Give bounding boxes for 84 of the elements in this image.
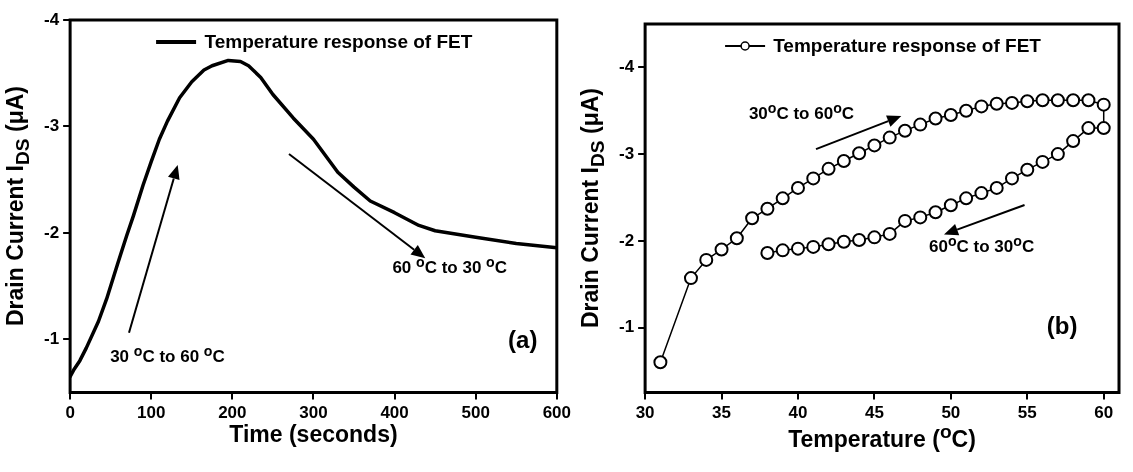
point — [790, 180, 805, 195]
point — [867, 138, 882, 153]
point — [1020, 94, 1035, 109]
annotation: 30$^{o}$C to 60$^{o}$C — [748, 100, 855, 125]
point — [974, 186, 989, 201]
point — [897, 123, 912, 138]
point — [790, 241, 805, 256]
x-tick-label: 200 — [218, 403, 247, 423]
legend-label: Temperature response of FET — [204, 31, 473, 54]
point — [760, 245, 775, 260]
x-axis-title: Temperature ($^{o}$C) — [787, 420, 977, 453]
x-tick-label: 60 — [1094, 403, 1114, 423]
point — [745, 211, 760, 226]
point — [1066, 93, 1081, 108]
point — [683, 271, 698, 286]
point — [775, 243, 790, 258]
point — [1066, 134, 1081, 149]
point — [699, 252, 714, 267]
annotation: (b) — [1046, 312, 1078, 341]
point — [1035, 154, 1050, 169]
point — [760, 201, 775, 216]
y-tick-label: -4 — [43, 9, 60, 29]
point — [806, 239, 821, 254]
point — [928, 111, 943, 126]
point — [959, 103, 974, 118]
x-axis-title: Time (seconds) — [228, 420, 399, 448]
point — [729, 231, 744, 246]
y-tick-label: -1 — [43, 329, 60, 349]
point — [806, 171, 821, 186]
x-tick-label: 30 — [635, 403, 655, 423]
point — [1081, 93, 1096, 108]
point — [867, 230, 882, 245]
y-tick-label: -1 — [618, 317, 635, 337]
x-tick-label: 0 — [65, 403, 75, 423]
annotation: (a) — [508, 326, 538, 355]
x-tick-label: 400 — [380, 403, 409, 423]
x-tick-label: 300 — [299, 403, 328, 423]
point — [1035, 93, 1050, 108]
point — [1050, 93, 1065, 108]
y-tick-label: -3 — [43, 116, 60, 136]
point — [913, 117, 928, 132]
point — [852, 146, 867, 161]
x-tick-label: 55 — [1017, 403, 1037, 423]
y-tick-label: -2 — [618, 230, 635, 250]
point — [1096, 97, 1111, 112]
x-tick-label: 500 — [461, 403, 490, 423]
x-tick-label: 45 — [864, 403, 884, 423]
point — [1004, 171, 1019, 186]
point — [928, 205, 943, 220]
x-tick-label: 35 — [712, 403, 732, 423]
annotation: 60 $^{o}$C to 30 $^{o}$C — [392, 253, 508, 279]
point — [989, 180, 1004, 195]
point — [821, 161, 836, 176]
point — [852, 232, 867, 247]
point — [1050, 147, 1065, 162]
point — [989, 96, 1004, 111]
x-tick-label: 50 — [941, 403, 961, 423]
point — [897, 213, 912, 228]
x-tick-label: 100 — [137, 403, 166, 423]
point — [714, 242, 729, 257]
point — [1081, 121, 1096, 136]
point — [943, 198, 958, 213]
point — [882, 130, 897, 145]
y-tick-label: -3 — [618, 143, 635, 163]
x-tick-label: 40 — [788, 403, 808, 423]
point — [653, 355, 668, 370]
annotation: 60$^{o}$C to 30$^{o}$C — [928, 232, 1035, 258]
point — [1020, 162, 1035, 177]
point — [959, 191, 974, 206]
annotation: 30 $^{o}$C to 60 $^{o}$C — [110, 343, 225, 368]
point — [821, 237, 836, 252]
point — [836, 234, 851, 249]
point — [1096, 121, 1111, 136]
y-tick-label: -2 — [43, 222, 60, 242]
x-tick-label: 600 — [542, 403, 572, 423]
point — [775, 191, 790, 206]
point — [943, 108, 958, 123]
point — [836, 154, 851, 169]
point — [913, 210, 928, 225]
point — [1004, 95, 1019, 110]
point — [882, 226, 897, 241]
point — [974, 99, 989, 114]
legend-label: Temperature response of FET — [773, 35, 1041, 58]
y-tick-label: -4 — [618, 57, 635, 77]
